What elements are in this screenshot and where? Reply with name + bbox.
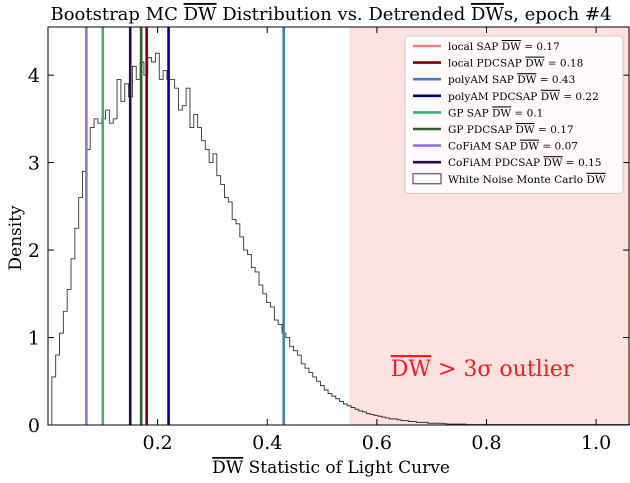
legend-label-histogram: White Noise Monte Carlo DW [448,174,606,186]
legend-label-4: GP SAP DW = 0.1 [448,107,543,119]
y-tick-label: 4 [28,65,40,87]
legend-label-5: GP PDCSAP DW = 0.17 [448,124,574,136]
x-tick-label: 0.4 [252,432,282,454]
legend-swatch-histogram [412,173,442,185]
legend-label-7: CoFiAM PDCSAP DW = 0.15 [448,157,601,169]
axes-frame [47,26,630,426]
y-axis-label: Density [6,205,26,271]
chart-title: Bootstrap MC DW Distribution vs. Detrend… [50,4,611,25]
x-tick-label: 0.6 [362,432,392,454]
legend-label-3: polyAM PDCSAP DW = 0.22 [448,91,599,103]
legend-label-2: polyAM SAP DW = 0.43 [448,74,575,86]
x-tick-label: 1.0 [581,432,611,454]
y-tick-label: 1 [28,328,40,350]
x-tick-label: 0.2 [143,432,173,454]
legend: local SAP DW = 0.17 local PDCSAP DW = 0.1… [404,35,624,194]
legend-label-6: CoFiAM SAP DW = 0.07 [448,141,578,153]
y-tick-label: 2 [28,240,40,262]
y-tick-label: 3 [28,153,40,175]
outlier-region-label: DW > 3σ outlier [391,357,574,382]
axes: 0.2 0.4 0.6 0.8 1.0 0 1 2 3 4 [28,26,630,454]
y-tick-label: 0 [28,415,40,437]
x-tick-label: 0.8 [471,432,501,454]
legend-box [404,35,624,194]
legend-label-1: local PDCSAP DW = 0.18 [448,58,583,70]
legend-label-0: local SAP DW = 0.17 [448,41,560,53]
x-axis-label: DW Statistic of Light Curve [212,458,450,478]
